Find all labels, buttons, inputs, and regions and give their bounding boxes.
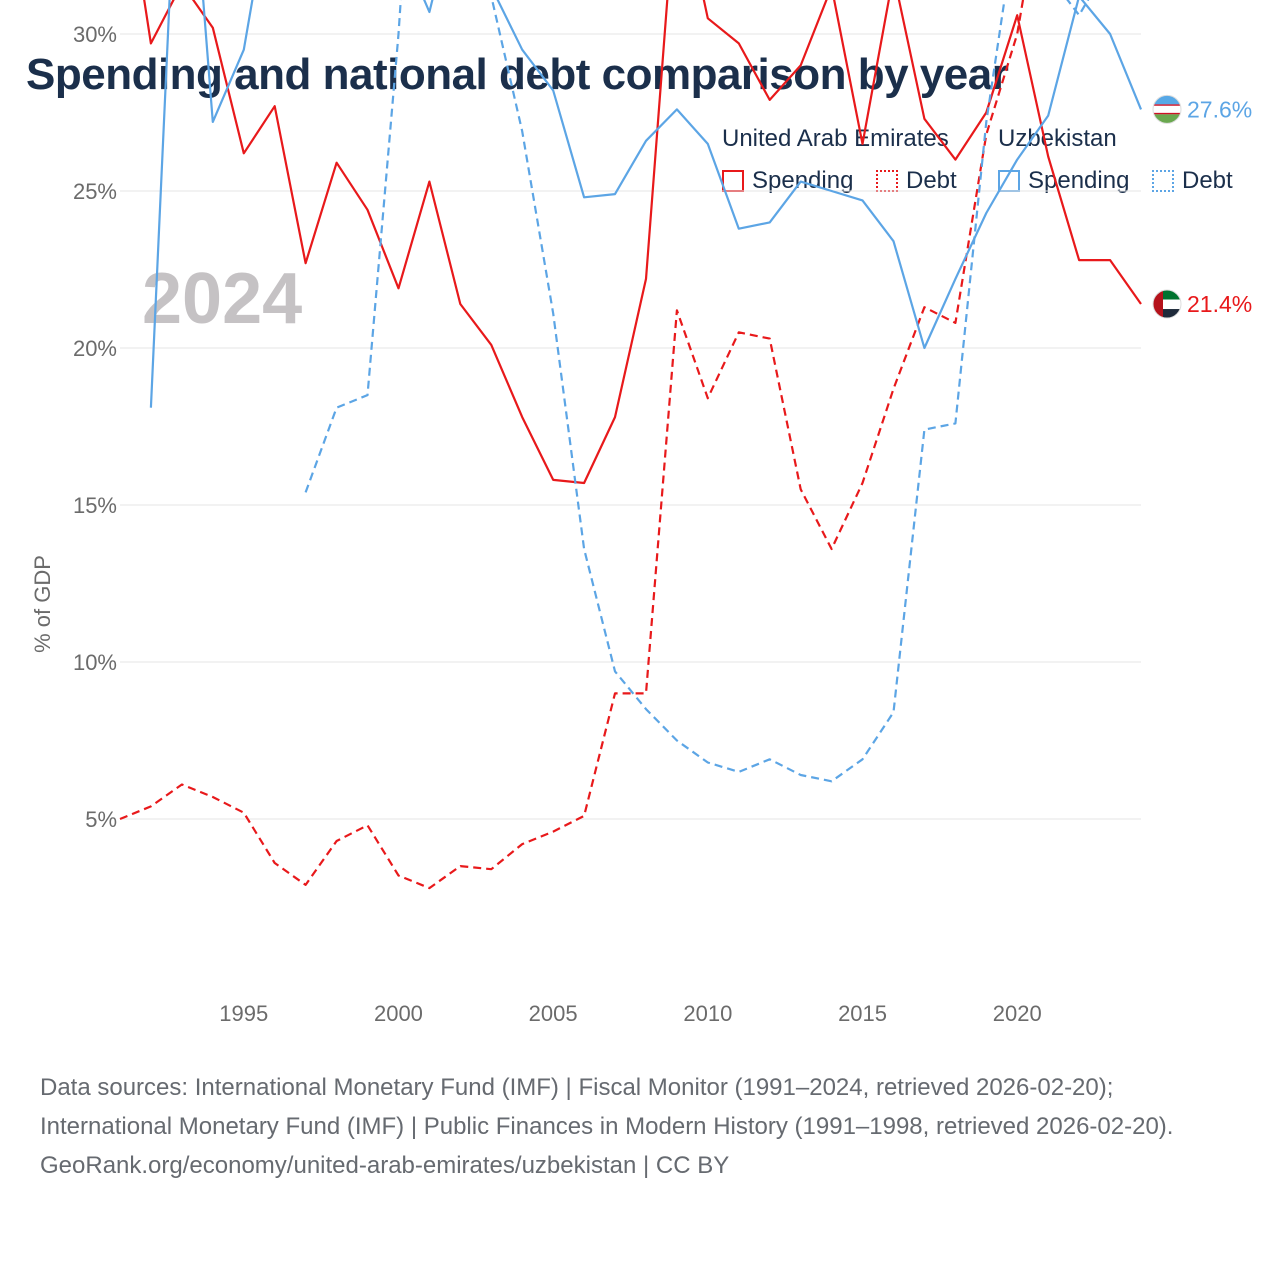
grid [120,33,1141,820]
series-line-united-arab-emirates-spending[interactable] [120,0,1142,485]
year-watermark: 2024 [142,259,302,339]
axes: 5%10%15%20%25%30%35%40%45%19952000200520… [73,22,1042,1026]
y-tick-label: 5% [85,807,117,832]
end-markers: 21.4%34.9%27.6%32.7% [1152,94,1252,319]
y-tick-label: 10% [73,650,117,675]
y-tick-label: 25% [73,179,117,204]
uae-flag-icon [1152,289,1182,319]
footer: Data sources: International Monetary Fun… [40,1068,1240,1185]
line-chart: 5%10%15%20%25%30%35%40%45%19952000200520… [30,0,1252,1026]
data-sources: Data sources: International Monetary Fun… [40,1074,1174,1140]
legend-group-name: United Arab Emirates [722,125,949,152]
legend-label: Debt [1182,167,1233,194]
legend-label: Debt [906,167,957,194]
series-line-uzbekistan-debt[interactable] [304,0,1141,783]
y-axis-label: % of GDP [30,555,55,653]
legend-label: Spending [1028,167,1130,194]
x-tick-label: 1995 [219,1001,268,1026]
x-tick-label: 2020 [993,1001,1042,1026]
legend-swatch-dotted-icon [1152,170,1174,192]
series-line-united-arab-emirates-debt[interactable] [119,0,1141,890]
end-value-label: 27.6% [1187,96,1252,122]
end-value-label: 21.4% [1187,291,1252,317]
credit-link[interactable]: GeoRank.org/economy/united-arab-emirates… [40,1152,730,1179]
y-tick-label: 15% [73,493,117,518]
x-tick-label: 2015 [838,1001,887,1026]
x-tick-label: 2010 [683,1001,732,1026]
legend-item-uzb-spending[interactable]: Spending [998,167,1129,195]
x-tick-label: 2000 [374,1001,423,1026]
uzbekistan-flag-icon [1152,94,1182,124]
x-tick-label: 2005 [529,1001,578,1026]
legend-item-uzb-debt[interactable]: Debt [1152,167,1233,195]
series [119,0,1143,890]
legend-label: Spending [752,167,854,194]
legend-group-name: Uzbekistan [998,125,1117,152]
y-tick-label: 30% [73,22,117,47]
series-line-uzbekistan-spending[interactable] [149,0,1143,408]
y-tick-label: 20% [73,336,117,361]
legend-item-uae-spending[interactable]: Spending [722,167,853,195]
